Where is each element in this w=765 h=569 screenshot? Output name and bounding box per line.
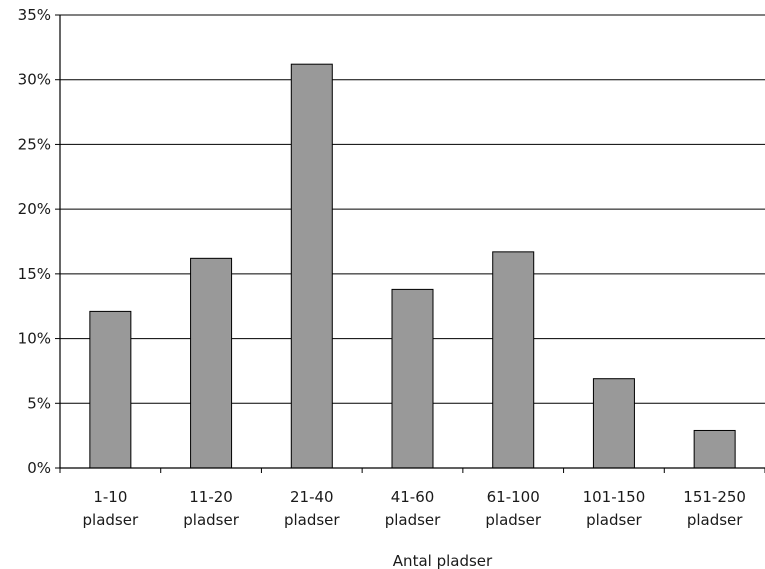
x-tick-label-line: 1-10 <box>93 488 127 506</box>
x-tick-label: 151-250 pladser <box>683 488 746 529</box>
y-tick-label: 15% <box>18 265 51 283</box>
x-tick-label-line: pladser <box>586 511 642 529</box>
axes <box>55 14 765 473</box>
x-tick-label: 1-10 pladser <box>83 488 139 529</box>
x-tick-label-line: pladser <box>284 511 340 529</box>
y-tick-label: 10% <box>18 330 51 348</box>
x-tick-label-line: 101-150 <box>583 488 646 506</box>
y-tick-label: 0% <box>27 459 51 477</box>
x-tick-label: 61-100 pladser <box>485 488 541 529</box>
x-tick-label-line: 151-250 <box>683 488 746 506</box>
x-tick-label: 101-150 pladser <box>583 488 646 529</box>
x-tick-label: 41-60 pladser <box>385 488 441 529</box>
bars <box>89 63 736 469</box>
x-tick-label-line: pladser <box>687 511 743 529</box>
bar <box>89 310 132 469</box>
bar <box>592 378 635 469</box>
y-tick-labels: 0% 5% 10% 15% 20% 25% 30% 35% <box>18 6 51 477</box>
x-tick-label: 21-40 pladser <box>284 488 340 529</box>
bar <box>290 63 333 469</box>
gridlines <box>60 14 765 404</box>
x-tick-label: 11-20 pladser <box>183 488 239 529</box>
y-tick-label: 5% <box>27 394 51 412</box>
x-tick-label-line: pladser <box>183 511 239 529</box>
bar <box>693 429 736 469</box>
y-tick-label: 30% <box>18 71 51 89</box>
x-axis-title: Antal pladser <box>393 552 493 569</box>
x-tick-label-line: pladser <box>485 511 541 529</box>
x-tick-label-line: 41-60 <box>391 488 435 506</box>
bar <box>391 288 434 469</box>
y-tick-label: 20% <box>18 200 51 218</box>
x-tick-label-line: pladser <box>83 511 139 529</box>
y-tick-label: 25% <box>18 135 51 153</box>
y-tick-label: 35% <box>18 6 51 24</box>
x-tick-label-line: 11-20 <box>189 488 233 506</box>
bar <box>492 251 535 469</box>
x-tick-label-line: 61-100 <box>487 488 540 506</box>
x-tick-label-line: pladser <box>385 511 441 529</box>
x-tick-label-line: 21-40 <box>290 488 334 506</box>
bar <box>190 257 233 469</box>
